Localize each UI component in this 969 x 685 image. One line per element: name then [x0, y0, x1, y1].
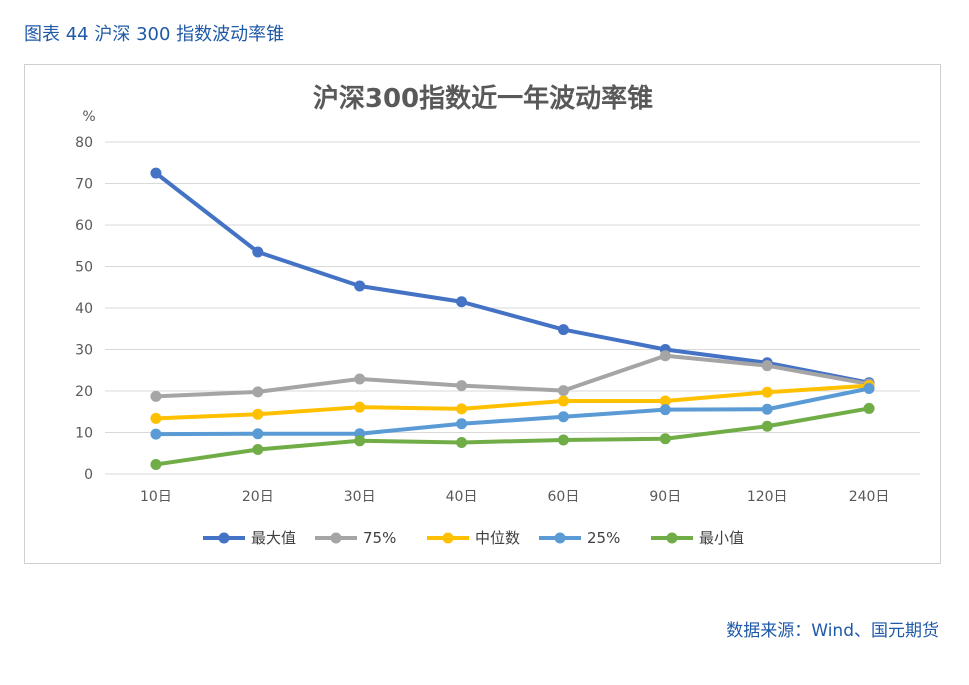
- data-point: [150, 458, 162, 470]
- data-point: [354, 373, 366, 385]
- series-0: [150, 167, 875, 389]
- data-point: [354, 435, 366, 447]
- data-point: [252, 246, 264, 258]
- legend-label: 75%: [363, 529, 396, 547]
- data-point: [659, 350, 671, 362]
- data-point: [252, 386, 264, 398]
- figure-caption: 图表 44 沪深 300 指数波动率锥: [24, 24, 285, 45]
- data-point: [557, 411, 569, 423]
- series-1: [150, 350, 875, 402]
- data-point: [150, 167, 162, 179]
- x-tick-label: 60日: [548, 489, 580, 505]
- data-source-note: 数据来源：Wind、国元期货: [726, 621, 939, 641]
- legend-swatch-marker: [218, 532, 230, 544]
- x-tick-label: 10日: [140, 489, 172, 505]
- legend-swatch-marker: [666, 532, 678, 544]
- data-point: [150, 390, 162, 402]
- data-point: [354, 280, 366, 292]
- x-tick-label: 40日: [446, 489, 478, 505]
- data-point: [557, 395, 569, 407]
- legend-item: 25%: [539, 529, 620, 547]
- series-line: [153, 171, 872, 385]
- legend-label: 最大值: [251, 529, 296, 547]
- legend-item: 最小值: [651, 529, 744, 547]
- data-point: [252, 444, 264, 456]
- y-tick-label: 60: [75, 218, 93, 234]
- series-line: [153, 353, 872, 399]
- series-line: [153, 386, 872, 437]
- data-point: [354, 401, 366, 413]
- data-point: [863, 383, 875, 395]
- data-point: [456, 436, 468, 448]
- x-tick-label: 120日: [747, 489, 788, 505]
- y-tick-label: 70: [75, 177, 93, 193]
- legend-label: 最小值: [699, 529, 744, 547]
- chart-title: 沪深300指数近一年波动率锥: [313, 83, 653, 114]
- data-point: [557, 434, 569, 446]
- data-point: [456, 296, 468, 308]
- volatility-cone-chart: 沪深300指数近一年波动率锥 % 0 10 20 30 40 50 60 70 80 10日 20日…: [75, 83, 920, 547]
- data-point: [659, 433, 671, 445]
- data-point: [557, 324, 569, 336]
- data-point: [761, 420, 773, 432]
- series-4: [150, 402, 875, 470]
- data-point: [252, 428, 264, 440]
- legend-item: 75%: [315, 529, 396, 547]
- y-tick-label: 40: [75, 301, 93, 317]
- x-tick-label: 240日: [849, 489, 890, 505]
- data-point: [456, 380, 468, 392]
- legend-item: 中位数: [427, 529, 520, 547]
- y-tick-label: 20: [75, 384, 93, 400]
- x-tick-label: 30日: [344, 489, 376, 505]
- y-axis-unit-label: %: [82, 109, 95, 125]
- data-point: [761, 360, 773, 372]
- x-tick-label: 20日: [242, 489, 274, 505]
- data-point: [659, 404, 671, 416]
- series-line: [153, 383, 872, 421]
- data-point: [456, 403, 468, 415]
- legend-item: 最大值: [203, 529, 296, 547]
- data-point: [863, 402, 875, 414]
- y-tick-label: 30: [75, 343, 93, 359]
- legend-label: 中位数: [475, 529, 520, 547]
- series-3: [150, 383, 875, 440]
- data-point: [252, 408, 264, 420]
- data-point: [761, 403, 773, 415]
- legend-swatch-marker: [554, 532, 566, 544]
- y-tick-label: 10: [75, 426, 93, 442]
- data-point: [761, 386, 773, 398]
- chart-frame: 沪深300指数近一年波动率锥 % 0 10 20 30 40 50 60 70 80 10日 20日…: [24, 64, 941, 564]
- data-point: [659, 395, 671, 407]
- legend-swatch-marker: [330, 532, 342, 544]
- legend-swatch-marker: [442, 532, 454, 544]
- data-point: [150, 412, 162, 424]
- y-tick-label: 80: [75, 135, 93, 151]
- data-point: [150, 428, 162, 440]
- y-tick-label: 0: [84, 467, 93, 483]
- legend-label: 25%: [587, 529, 620, 547]
- data-point: [557, 385, 569, 397]
- series-line: [153, 406, 872, 467]
- data-point: [456, 418, 468, 430]
- x-tick-label: 90日: [649, 489, 681, 505]
- series-2: [150, 380, 875, 424]
- y-tick-label: 50: [75, 260, 93, 276]
